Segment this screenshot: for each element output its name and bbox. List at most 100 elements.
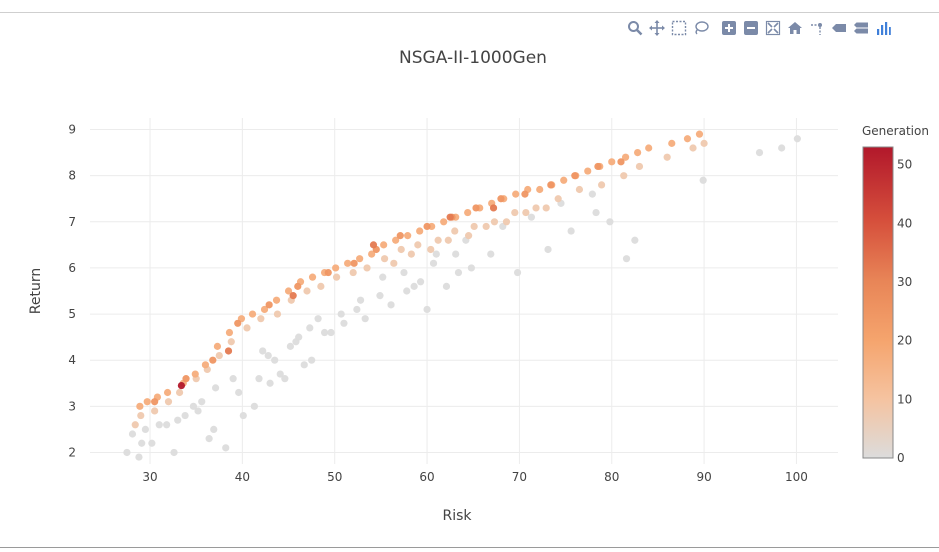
x-tick-label: 70: [512, 470, 527, 484]
data-point: [198, 398, 206, 406]
data-point: [622, 255, 631, 263]
data-point: [272, 296, 281, 304]
data-point: [414, 241, 422, 249]
data-point: [663, 153, 671, 161]
data-point: [521, 190, 529, 198]
data-point: [446, 213, 454, 221]
data-point: [442, 282, 451, 290]
data-point: [210, 425, 218, 433]
data-point: [645, 144, 653, 152]
data-point: [390, 259, 398, 267]
data-point: [622, 153, 630, 161]
data-point: [392, 236, 400, 244]
data-point: [631, 236, 639, 244]
data-point: [452, 250, 460, 258]
data-point: [344, 259, 352, 267]
data-point: [407, 250, 415, 258]
data-point: [294, 282, 302, 290]
data-point: [239, 411, 247, 420]
x-tick-label: 60: [419, 470, 434, 484]
y-tick-label: 8: [68, 169, 76, 183]
data-point: [320, 328, 329, 337]
data-point: [487, 250, 495, 258]
modebar: [624, 18, 894, 38]
data-point: [554, 195, 562, 203]
zoom-out-icon[interactable]: [740, 18, 762, 38]
data-point: [403, 287, 411, 295]
colorbar-tick-label: 20: [897, 334, 912, 348]
data-point: [340, 319, 348, 327]
data-point: [536, 185, 544, 194]
data-point: [337, 310, 345, 318]
data-point: [273, 310, 282, 318]
data-point: [432, 250, 440, 258]
data-points: [123, 130, 801, 461]
x-tick-label: 40: [235, 470, 250, 484]
data-point: [470, 222, 478, 231]
colorbar-tick-label: 40: [897, 216, 912, 230]
data-point: [597, 181, 606, 189]
data-point: [300, 361, 308, 369]
data-point: [379, 273, 387, 281]
axis-ticks: 30 40 50 60 70 80 90 100 2 3 4 5 6 7 8 9: [68, 123, 808, 484]
y-tick-label: 6: [68, 261, 76, 275]
data-point: [143, 398, 151, 406]
data-point: [700, 139, 708, 147]
data-point: [286, 342, 294, 350]
data-point: [131, 421, 139, 429]
colorbar-title: Generation: [862, 124, 929, 138]
zoom-in-icon[interactable]: [718, 18, 740, 38]
data-point: [259, 347, 267, 355]
colorbar: [862, 146, 894, 459]
autoscale-icon[interactable]: [762, 18, 784, 38]
data-point: [151, 398, 159, 406]
spike-lines-icon[interactable]: [806, 18, 828, 38]
reset-axes-icon[interactable]: [784, 18, 806, 38]
zoom-icon[interactable]: [624, 18, 646, 38]
data-point: [584, 167, 592, 175]
data-point: [404, 232, 412, 240]
data-point: [634, 149, 642, 157]
x-tick-label: 90: [696, 470, 711, 484]
x-tick-label: 100: [785, 470, 808, 484]
data-point: [522, 208, 530, 217]
y-tick-label: 4: [68, 353, 76, 367]
data-point: [141, 425, 150, 433]
data-point: [512, 190, 520, 198]
data-point: [620, 172, 628, 180]
data-point: [136, 402, 144, 410]
data-point: [542, 204, 550, 212]
data-point: [594, 162, 602, 171]
x-tick-label: 30: [142, 470, 157, 484]
data-point: [571, 172, 579, 180]
data-point: [369, 241, 378, 249]
pan-icon[interactable]: [646, 18, 668, 38]
data-point: [137, 411, 145, 420]
data-point: [793, 135, 801, 143]
data-point: [250, 402, 258, 410]
x-axis-title: Risk: [442, 508, 472, 524]
data-point: [511, 208, 519, 217]
data-point: [427, 245, 435, 254]
lasso-select-icon[interactable]: [690, 18, 712, 38]
data-point: [489, 204, 498, 212]
data-point: [324, 268, 332, 277]
box-select-icon[interactable]: [668, 18, 690, 38]
data-point: [327, 328, 335, 337]
data-point: [416, 278, 425, 286]
data-point: [177, 381, 186, 390]
bottom-divider: [0, 547, 939, 548]
plotly-logo-icon[interactable]: [872, 18, 894, 38]
data-point: [544, 245, 552, 254]
data-point: [151, 407, 159, 415]
hover-closest-icon[interactable]: [828, 18, 850, 38]
hover-compare-icon[interactable]: [850, 18, 872, 38]
data-point: [289, 292, 297, 300]
data-point: [243, 324, 251, 332]
data-point: [209, 356, 217, 364]
data-point: [464, 208, 472, 217]
data-point: [380, 241, 388, 249]
data-point: [575, 185, 584, 194]
grid-lines: [90, 118, 838, 464]
